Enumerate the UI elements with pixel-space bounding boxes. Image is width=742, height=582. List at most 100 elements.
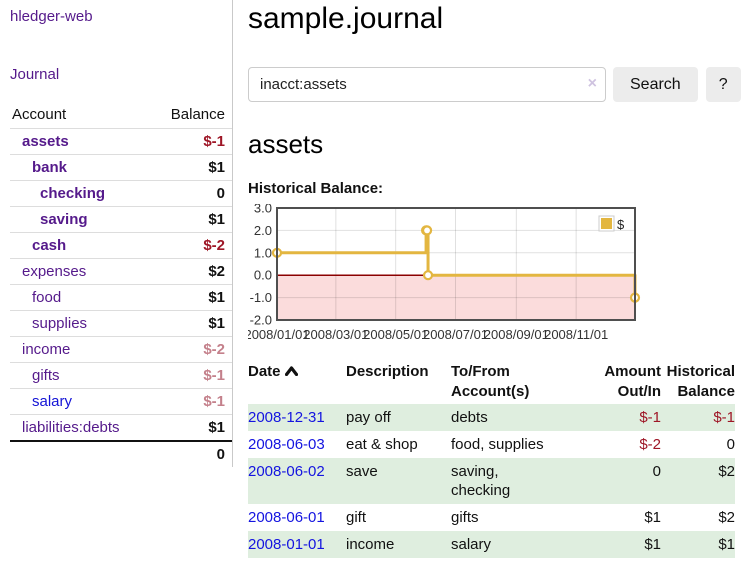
sidebar: hledger-web Journal Account Balance asse… bbox=[0, 0, 233, 467]
account-row-saving: saving $1 bbox=[10, 206, 232, 233]
accounts-header-balance: Balance bbox=[150, 103, 232, 129]
transaction-balance: 0 bbox=[726, 436, 735, 453]
account-link-assets[interactable]: assets bbox=[22, 133, 69, 150]
register-header-date[interactable]: Date bbox=[248, 360, 346, 404]
account-heading: assets bbox=[248, 129, 324, 159]
account-link-saving[interactable]: saving bbox=[40, 211, 88, 228]
main-content: sample.journal × Search ? assets Histori… bbox=[233, 0, 742, 558]
transaction-date-link[interactable]: 2008-06-03 bbox=[248, 436, 325, 453]
account-link-bank[interactable]: bank bbox=[32, 159, 68, 176]
accounts-header-account: Account bbox=[10, 103, 151, 129]
transaction-description: save bbox=[346, 458, 451, 504]
svg-text:2008/03/01: 2008/03/01 bbox=[303, 327, 368, 342]
account-link-supplies[interactable]: supplies bbox=[32, 315, 88, 332]
svg-text:2008/01/01: 2008/01/01 bbox=[248, 327, 310, 342]
transaction-description: gift bbox=[346, 509, 367, 526]
account-link-checking[interactable]: checking bbox=[40, 185, 106, 202]
svg-text:3.0: 3.0 bbox=[254, 204, 272, 216]
register-header-description: Description bbox=[346, 363, 429, 380]
accounts-table: Account Balance assets $-1 bank $1 check… bbox=[10, 103, 232, 467]
account-balance: $1 bbox=[150, 154, 232, 181]
help-button[interactable]: ? bbox=[705, 67, 741, 102]
chart-heading: Historical Balance: bbox=[248, 180, 384, 197]
transaction-balance: $2 bbox=[718, 509, 735, 526]
account-balance: $-1 bbox=[150, 128, 232, 155]
transaction-balance: $2 bbox=[661, 458, 735, 504]
account-balance: 0 bbox=[150, 180, 232, 207]
transaction-description: income bbox=[346, 531, 451, 558]
register-header-amount: Amount Out/In bbox=[604, 363, 661, 400]
account-link-expenses[interactable]: expenses bbox=[22, 263, 87, 280]
svg-text:-2.0: -2.0 bbox=[250, 313, 272, 328]
account-row-bank: bank $1 bbox=[10, 154, 232, 181]
register-header-row: Date Description To/From Account(s) Amoun… bbox=[248, 360, 735, 404]
clear-search-icon[interactable]: × bbox=[587, 75, 597, 92]
transaction-amount: 0 bbox=[591, 458, 661, 504]
sort-ascending-icon bbox=[284, 362, 298, 382]
account-link-gifts[interactable]: gifts bbox=[32, 367, 60, 384]
register-row: 2008-12-31 pay off debts $-1 $-1 bbox=[248, 404, 735, 431]
svg-text:-1.0: -1.0 bbox=[250, 290, 272, 305]
account-row-supplies: supplies $1 bbox=[10, 310, 232, 337]
account-balance: $1 bbox=[150, 310, 232, 337]
sidebar-item-journal[interactable]: Journal bbox=[10, 66, 60, 83]
accounts-total-row: 0 bbox=[10, 440, 232, 467]
transaction-amount: $1 bbox=[644, 509, 661, 526]
account-row-expenses: expenses $2 bbox=[10, 258, 232, 285]
account-row-checking: checking 0 bbox=[10, 180, 232, 207]
account-row-cash: cash $-2 bbox=[10, 232, 232, 259]
svg-text:$: $ bbox=[617, 217, 625, 232]
transaction-description: pay off bbox=[346, 404, 451, 431]
svg-text:2008/07/01: 2008/07/01 bbox=[423, 327, 488, 342]
register-header-balance: Historical Balance bbox=[666, 363, 735, 400]
svg-text:2.0: 2.0 bbox=[254, 223, 272, 238]
date-header-label: Date bbox=[248, 363, 281, 380]
transaction-amount: $-2 bbox=[639, 436, 661, 453]
transaction-amount: $1 bbox=[591, 531, 661, 558]
account-link-income[interactable]: income bbox=[22, 341, 71, 358]
account-balance: $1 bbox=[150, 206, 232, 233]
register-row: 2008-06-01 gift gifts $1 $2 bbox=[248, 504, 735, 531]
transaction-date-link[interactable]: 2008-12-31 bbox=[248, 409, 325, 426]
search-bar: × Search ? bbox=[248, 67, 741, 102]
transaction-date-link[interactable]: 2008-06-02 bbox=[248, 463, 325, 480]
account-link-liabilities-debts[interactable]: liabilities:debts bbox=[22, 419, 120, 436]
app-title-link[interactable]: hledger-web bbox=[10, 8, 93, 25]
transaction-accounts: gifts bbox=[451, 509, 479, 526]
transaction-accounts: salary bbox=[451, 531, 591, 558]
account-balance: $-2 bbox=[150, 336, 232, 363]
account-row-assets: assets $-1 bbox=[10, 128, 232, 155]
search-button[interactable]: Search bbox=[613, 67, 698, 102]
account-row-income: income $-2 bbox=[10, 336, 232, 363]
transaction-balance: $-1 bbox=[661, 404, 735, 431]
account-balance: $-1 bbox=[150, 362, 232, 389]
historical-balance-chart: $3.0 2.0 1.0 0.0 -1.0 -2.0 2008/01/01 2008/03/0… bbox=[248, 204, 741, 347]
account-link-salary[interactable]: salary bbox=[32, 393, 73, 410]
transaction-description: eat & shop bbox=[346, 436, 418, 453]
account-link-food[interactable]: food bbox=[32, 289, 62, 306]
transaction-date-link[interactable]: 2008-06-01 bbox=[248, 509, 325, 526]
account-row-salary: salary $-1 bbox=[10, 388, 232, 415]
accounts-total-balance: 0 bbox=[150, 440, 232, 467]
account-row-gifts: gifts $-1 bbox=[10, 362, 232, 389]
app-layout: hledger-web Journal Account Balance asse… bbox=[0, 0, 742, 558]
svg-text:2008/09/01: 2008/09/01 bbox=[484, 327, 549, 342]
account-row-liabilities-debts: liabilities:debts $1 bbox=[10, 414, 232, 441]
transaction-amount: $-1 bbox=[591, 404, 661, 431]
register-row: 2008-06-03 eat & shop food, supplies $-2… bbox=[248, 431, 735, 458]
register-table: Date Description To/From Account(s) Amoun… bbox=[248, 360, 735, 558]
svg-text:2008/11/01: 2008/11/01 bbox=[544, 327, 608, 342]
account-balance: $1 bbox=[150, 284, 232, 311]
transaction-balance: $1 bbox=[661, 531, 735, 558]
account-row-food: food $1 bbox=[10, 284, 232, 311]
transaction-accounts: food, supplies bbox=[451, 436, 544, 453]
search-input[interactable] bbox=[248, 67, 606, 102]
account-balance: $-2 bbox=[150, 232, 232, 259]
account-link-cash[interactable]: cash bbox=[32, 237, 67, 254]
transaction-accounts: saving, checking bbox=[451, 458, 591, 504]
transaction-date-link[interactable]: 2008-01-01 bbox=[248, 536, 325, 553]
svg-text:0.0: 0.0 bbox=[254, 268, 272, 283]
svg-text:2008/05/01: 2008/05/01 bbox=[363, 327, 428, 342]
register-row: 2008-06-02 save saving, checking 0 $2 bbox=[248, 458, 735, 504]
accounts-header-row: Account Balance bbox=[10, 103, 232, 129]
